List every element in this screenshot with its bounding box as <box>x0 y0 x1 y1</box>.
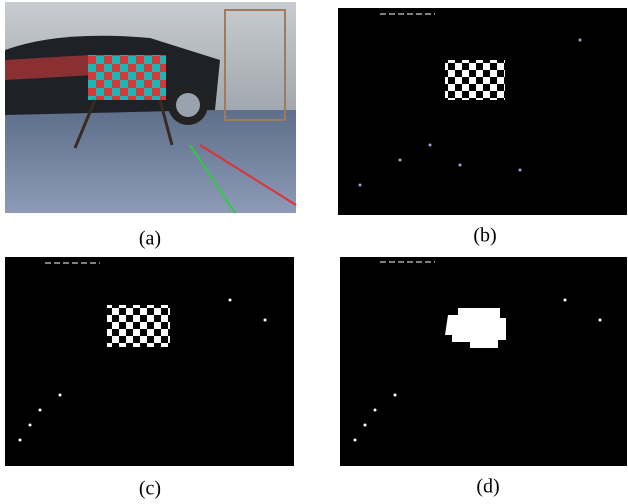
figure: (a) (b) (c) (d) <box>0 0 628 504</box>
panel-label: (b) <box>473 225 496 247</box>
panel-b <box>338 8 627 215</box>
panel-label: (c) <box>139 478 161 500</box>
panel-a <box>5 2 296 213</box>
panel-label: (d) <box>476 476 499 498</box>
panel-d <box>340 257 627 466</box>
panel-label: (a) <box>139 228 161 250</box>
panel-c <box>5 257 294 466</box>
